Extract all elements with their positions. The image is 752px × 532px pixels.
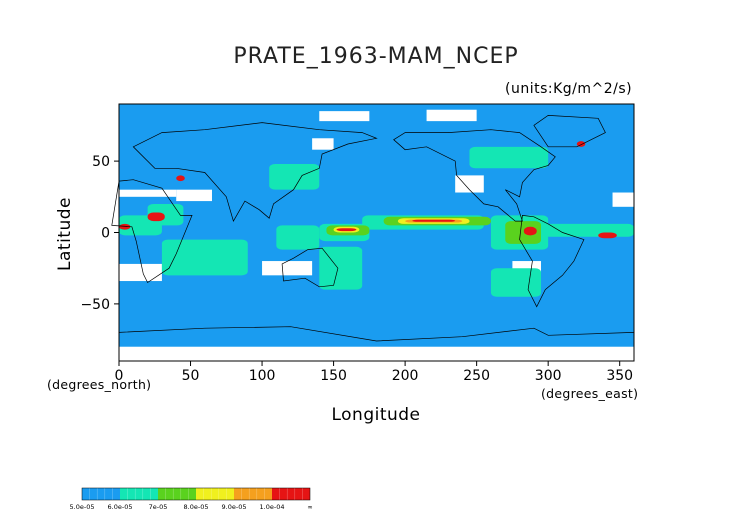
coastline-2 <box>281 247 339 288</box>
precipitation-field <box>119 104 634 361</box>
precip-region-10 <box>469 146 549 169</box>
blank-region-9 <box>426 109 477 122</box>
precip-region-11 <box>269 163 320 190</box>
blank-region-3 <box>119 189 177 197</box>
x-unit-note: (degrees_east) <box>541 386 638 401</box>
coastline-0 <box>111 179 193 284</box>
precip-region-18 <box>412 219 456 222</box>
precip-region-21 <box>119 223 131 230</box>
colorbar-label-2: 7e-05 <box>149 503 168 511</box>
y-tick-label-0: 0 <box>101 226 110 242</box>
precip-region-24 <box>176 175 185 182</box>
x-tick-label-0: 0 <box>115 368 124 384</box>
coastline-outline <box>111 115 635 342</box>
colorbar-swatch-3 <box>196 488 234 500</box>
colorbar-label-6: ∞ <box>307 503 312 511</box>
colorbar-swatch-4 <box>234 488 272 500</box>
y-tick-label--50: −50 <box>80 297 110 313</box>
colorbar-swatch-5 <box>272 488 310 500</box>
blank-region-1 <box>262 261 313 276</box>
y-tick-label-50: 50 <box>92 154 110 170</box>
blank-region-0 <box>119 263 162 282</box>
blank-region-6 <box>455 175 484 193</box>
x-axis-title: Longitude <box>331 405 420 425</box>
x-tick-label-250: 250 <box>463 368 490 384</box>
y-unit-note: (degrees_north) <box>47 377 151 392</box>
blank-region-10 <box>312 138 334 150</box>
coastline-5 <box>533 115 606 148</box>
colorbar-label-4: 9.0e-05 <box>222 503 247 511</box>
blank-region-5 <box>612 192 634 207</box>
precip-region-22 <box>523 226 537 236</box>
x-tick-label-50: 50 <box>182 368 200 384</box>
units-label: (units:Kg/m^2/s) <box>505 81 633 97</box>
x-tick-label-150: 150 <box>320 368 347 384</box>
x-tick-label-200: 200 <box>392 368 419 384</box>
coastline-6 <box>118 326 635 342</box>
precip-region-19 <box>336 228 357 232</box>
coastline-4 <box>519 215 585 308</box>
coastline-1 <box>132 122 378 222</box>
coastline-3 <box>393 129 556 222</box>
colorbar-frame <box>81 487 311 501</box>
colorbar: 5.0e-05 6.0e-05 7e-05 8.0e-05 9.0e-05 1.0e-04… <box>70 487 313 511</box>
blank-region-4 <box>176 189 212 202</box>
chart-title: PRATE_1963-MAM_NCEP <box>233 44 519 69</box>
x-tick-label-300: 300 <box>535 368 562 384</box>
blank-region-2 <box>512 261 542 273</box>
blank-region-7 <box>119 346 634 361</box>
colorbar-label-5: 1.0e-04 <box>260 503 285 511</box>
precip-region-4 <box>276 225 320 250</box>
precip-region-9 <box>541 223 634 237</box>
precip-region-8 <box>161 239 248 276</box>
axis-ticks: 0 50 100 150 200 250 300 350 −50 0 50 <box>80 154 633 384</box>
colorbar-label-0: 5.0e-05 <box>70 503 95 511</box>
precip-region-20 <box>147 212 165 222</box>
precip-region-23 <box>598 232 617 239</box>
x-tick-label-100: 100 <box>249 368 276 384</box>
precip-region-6 <box>490 268 542 297</box>
colorbar-swatch-2 <box>158 488 196 500</box>
x-tick-label-350: 350 <box>606 368 633 384</box>
y-axis-title: Latitude <box>55 197 75 271</box>
blank-region-8 <box>319 111 370 122</box>
precip-region-14 <box>505 221 542 244</box>
colorbar-swatch-0 <box>82 488 120 500</box>
colorbar-swatch-1 <box>120 488 158 500</box>
colorbar-label-1: 6.0e-05 <box>108 503 133 511</box>
colorbar-label-3: 8.0e-05 <box>184 503 209 511</box>
precip-region-5 <box>319 246 363 290</box>
